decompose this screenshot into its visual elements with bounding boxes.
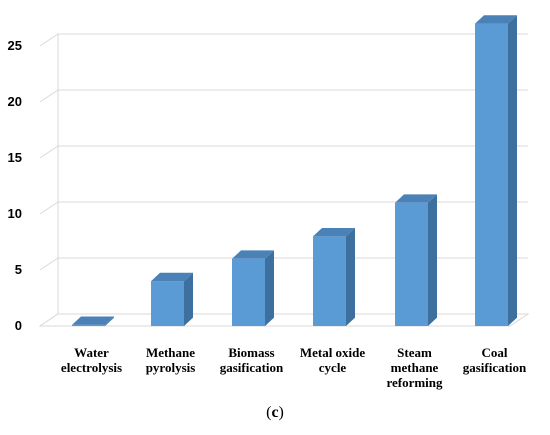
bar-side <box>184 272 193 326</box>
bar <box>395 194 437 326</box>
y-tick-label: 0 <box>15 318 22 333</box>
chart-floor-plane <box>38 313 530 327</box>
bars <box>72 15 517 326</box>
bar-side <box>105 316 114 326</box>
bar-side <box>508 15 517 326</box>
y-tick-label: 25 <box>8 38 22 53</box>
bar-front <box>232 258 265 326</box>
y-tick-label: 15 <box>8 150 22 165</box>
gridline <box>39 257 528 271</box>
x-category-label: Methane pyrolysis <box>146 345 196 375</box>
gridline <box>39 89 528 103</box>
bar-top <box>395 194 437 203</box>
gridline <box>39 145 528 159</box>
bar-side <box>428 194 437 326</box>
x-category-label: Metal oxide cycle <box>300 345 366 375</box>
bar-front <box>72 324 105 326</box>
x-category-label: Biomass gasification <box>220 345 284 375</box>
gridline <box>39 33 528 47</box>
gridlines <box>39 33 528 327</box>
bar-side <box>265 250 274 326</box>
x-axis-labels: Water electrolysis Methane pyrolysis Biomass… <box>61 345 527 390</box>
chart-floor <box>38 313 530 327</box>
bar-top <box>313 228 355 237</box>
y-tick-label: 10 <box>8 206 22 221</box>
bar-top <box>72 316 114 325</box>
bar-front <box>395 202 428 326</box>
y-axis: 0 5 10 15 20 25 <box>8 38 22 333</box>
bar-front <box>475 23 508 326</box>
y-tick-label: 5 <box>15 262 22 277</box>
bar-top <box>151 272 193 282</box>
bar <box>151 272 193 326</box>
x-category-label: Steam methane reforming <box>386 345 443 390</box>
bar <box>72 316 114 326</box>
bar <box>313 228 355 326</box>
y-tick-label: 20 <box>8 94 22 109</box>
bar-top <box>475 15 517 24</box>
figure-caption: (c) <box>266 404 284 421</box>
bar <box>475 15 517 326</box>
gridline <box>39 201 528 215</box>
bar <box>232 250 274 326</box>
bar-front <box>313 236 346 326</box>
bar-top <box>232 250 274 259</box>
bar-front <box>151 281 184 326</box>
x-category-label: Water electrolysis <box>61 345 122 375</box>
bar-side <box>346 228 355 326</box>
x-category-label: Coal gasification <box>463 345 527 375</box>
